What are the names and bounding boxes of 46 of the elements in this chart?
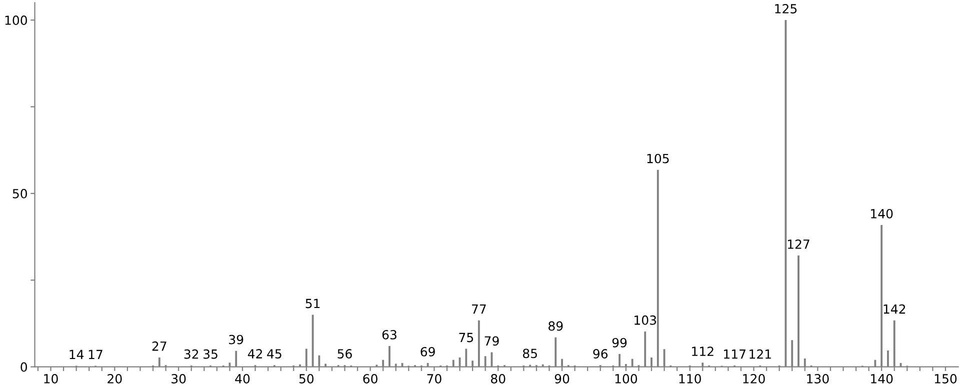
annotation: 27 <box>152 341 166 351</box>
annotation: 125 <box>775 4 797 14</box>
annotation: 14 <box>70 350 84 360</box>
annotation: 56 <box>338 349 352 359</box>
x-tick-label: 10 <box>44 374 58 384</box>
annotation: 105 <box>647 154 669 164</box>
annotation: 45 <box>267 349 282 359</box>
annotation: 85 <box>522 348 537 358</box>
annotation: 75 <box>459 332 474 342</box>
y-tick-label: 100 <box>5 16 27 25</box>
annotation: 127 <box>788 239 810 249</box>
annotation: 142 <box>884 304 906 314</box>
x-tick-label: 20 <box>108 374 122 384</box>
annotation: 121 <box>750 349 771 359</box>
x-tick-label: 100 <box>615 374 638 384</box>
annotation: 89 <box>548 321 563 331</box>
annotation: 17 <box>88 350 102 360</box>
annotation: 32 <box>184 349 198 359</box>
annotation: 63 <box>382 330 396 340</box>
annotation: 35 <box>204 349 218 359</box>
annotation: 77 <box>472 304 486 314</box>
x-tick-label: 70 <box>427 374 442 384</box>
annotation: 112 <box>692 346 714 356</box>
annotation: 103 <box>634 315 656 325</box>
x-tick-label: 140 <box>871 374 893 384</box>
x-tick-label: 40 <box>235 374 250 384</box>
y-tick-label: 50 <box>12 188 27 198</box>
annotation: 79 <box>484 336 499 346</box>
x-tick-label: 30 <box>172 374 186 384</box>
annotation: 42 <box>248 349 262 358</box>
annotation: 39 <box>229 334 244 344</box>
x-tick-label: 120 <box>743 374 765 384</box>
annotation: 69 <box>420 346 435 356</box>
x-tick-label: 60 <box>363 374 378 384</box>
annotation: 99 <box>612 338 627 348</box>
annotation: 96 <box>593 349 608 359</box>
x-tick-label: 80 <box>491 374 506 384</box>
x-tick-label: 130 <box>807 374 829 384</box>
annotation: 140 <box>871 208 893 218</box>
annotation: 51 <box>306 298 320 308</box>
x-tick-label: 150 <box>934 374 957 384</box>
annotation: 117 <box>724 350 746 359</box>
x-tick-label: 50 <box>299 374 314 384</box>
x-tick-label: 90 <box>554 374 570 384</box>
x-tick-label: 110 <box>679 374 701 384</box>
y-tick-label: 0 <box>20 362 27 372</box>
